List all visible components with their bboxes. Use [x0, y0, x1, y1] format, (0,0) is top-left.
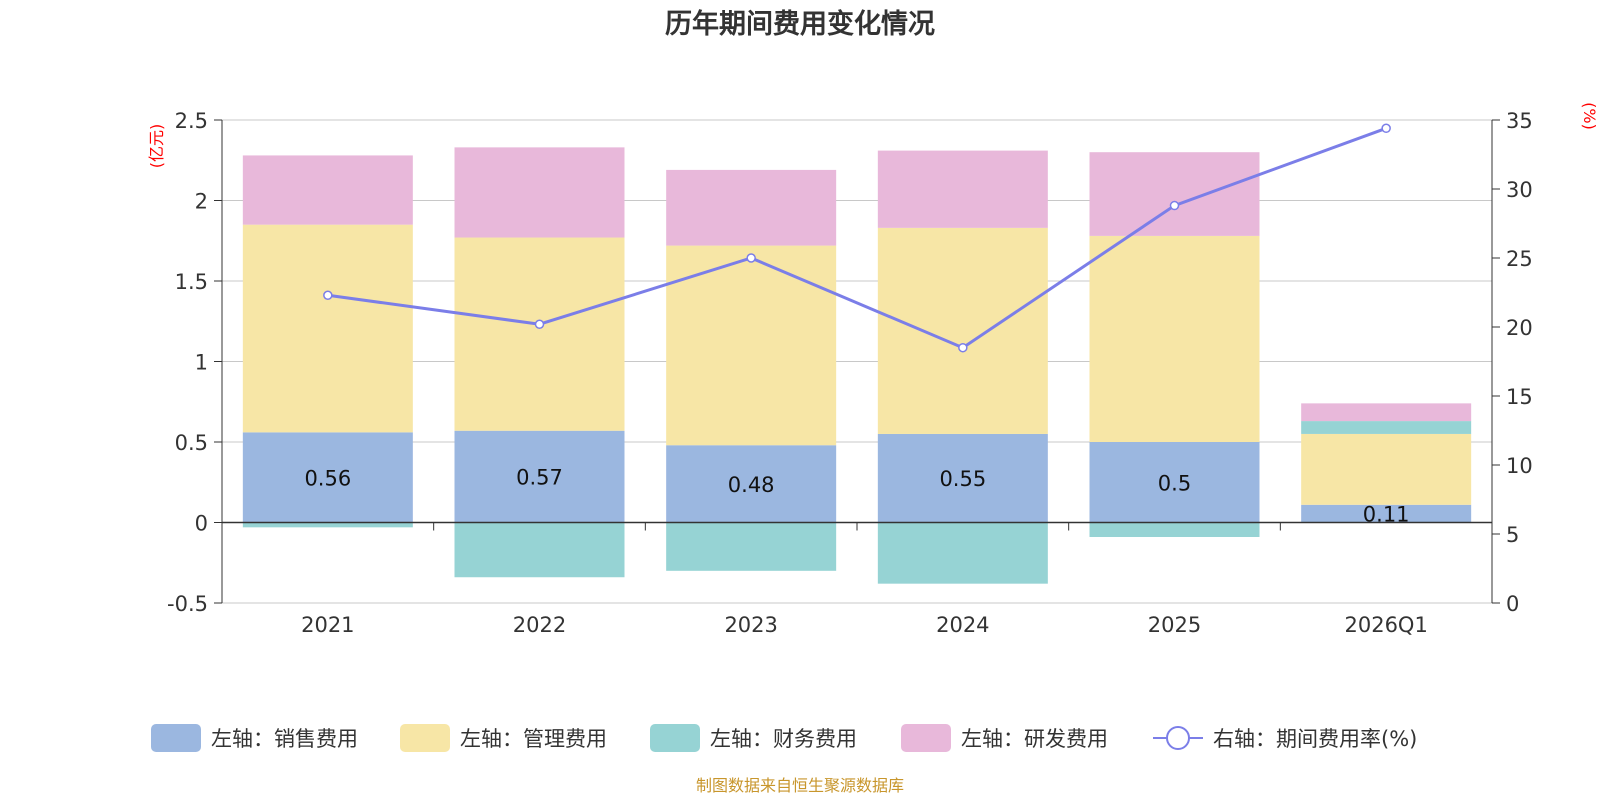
bar-admin-2022 — [454, 237, 625, 431]
bar-finance-2021 — [242, 522, 413, 528]
bar-rnd-2023 — [666, 169, 837, 246]
bar-value-label: 0.48 — [728, 473, 775, 497]
bars — [242, 147, 1472, 584]
bar-value-label: 0.56 — [304, 466, 351, 490]
bar-rnd-2026Q1 — [1301, 403, 1472, 422]
bar-sales-2026Q1 — [1301, 504, 1472, 523]
bar-value-label: 0.11 — [1363, 503, 1410, 527]
right-tick-label: 15 — [1506, 385, 1533, 409]
bar-labels: 0.56 0.57 0.48 0.55 0.5 0.11 — [304, 466, 1409, 527]
rate-point-2026Q1 — [1381, 123, 1391, 134]
left-tick-label: 1 — [195, 351, 208, 375]
rate-point-2023 — [746, 253, 756, 263]
right-tick-label: 25 — [1506, 247, 1533, 271]
left-tick-label: 2.5 — [175, 109, 208, 133]
bar-rnd-2022 — [454, 147, 625, 238]
bar-rnd-2024 — [877, 150, 1048, 228]
left-tick-label: 2 — [195, 190, 208, 214]
right-tick-label: 35 — [1506, 109, 1533, 133]
bar-admin-2026Q1 — [1301, 433, 1472, 505]
bar-sales-2021 — [242, 432, 413, 523]
bar-sales-2023 — [666, 445, 837, 523]
legend-swatch-sales — [151, 724, 201, 752]
category-label: 2021 — [301, 613, 354, 637]
right-tick-label: 5 — [1506, 523, 1519, 547]
source-note: 制图数据来自恒生聚源数据库 — [696, 776, 904, 795]
category-label: 2025 — [1148, 613, 1201, 637]
category-label: 2026Q1 — [1344, 613, 1427, 637]
bar-value-label: 0.57 — [516, 466, 563, 490]
legend-swatch-rnd — [901, 724, 951, 752]
bar-value-label: 0.5 — [1158, 471, 1191, 495]
bar-finance-2025 — [1089, 522, 1260, 537]
rate-point-2021 — [323, 290, 333, 301]
rate-point-2022 — [534, 319, 545, 329]
legend-label: 左轴：管理费用 — [460, 727, 607, 751]
rate-line-path — [327, 126, 1387, 350]
bar-rnd-2021 — [242, 155, 413, 225]
bar-admin-2024 — [877, 227, 1048, 434]
right-axis-unit: (%) — [1580, 102, 1599, 130]
category-label: 2022 — [513, 613, 566, 637]
bar-finance-2022 — [454, 522, 625, 578]
right-tick-label: 30 — [1506, 178, 1533, 202]
right-tick-label: 20 — [1506, 316, 1533, 340]
chart-title: 历年期间费用变化情况 — [665, 8, 935, 40]
bar-admin-2025 — [1089, 235, 1260, 442]
bar-sales-2022 — [454, 430, 625, 523]
bar-finance-2026Q1 — [1301, 421, 1472, 434]
right-tick-label: 0 — [1506, 592, 1519, 616]
rate-point-2024 — [958, 342, 968, 353]
category-label: 2023 — [724, 613, 777, 637]
left-tick-label: 1.5 — [175, 270, 208, 294]
bar-sales-2024 — [877, 433, 1048, 523]
legend-label: 左轴：研发费用 — [961, 727, 1108, 751]
legend-label: 左轴：财务费用 — [710, 727, 857, 751]
bar-sales-2025 — [1089, 442, 1260, 523]
legend: 左轴：销售费用 左轴：管理费用 左轴：财务费用 左轴：研发费用 右轴：期间费用率(%) — [151, 724, 1417, 752]
bar-admin-2021 — [242, 224, 413, 433]
bar-rnd-2025 — [1089, 152, 1260, 236]
right-tick-label: 10 — [1506, 454, 1533, 478]
bar-value-label: 0.55 — [939, 467, 986, 491]
rate-point-2025 — [1169, 200, 1180, 211]
bar-finance-2023 — [666, 522, 837, 571]
left-axis-unit: (亿元) — [147, 124, 166, 169]
axes: 2.5 2 1.5 1 0.5 0 -0.5 35 30 25 20 15 10 5 0 2021 2022 20… — [167, 109, 1533, 637]
legend-swatch-admin — [400, 724, 450, 752]
left-tick-label: 0.5 — [175, 431, 208, 455]
legend-label: 右轴：期间费用率(%) — [1213, 727, 1417, 751]
left-tick-label: 0 — [195, 512, 208, 536]
bar-finance-2024 — [877, 522, 1048, 584]
legend-label: 左轴：销售费用 — [211, 727, 358, 751]
left-tick-label: -0.5 — [167, 592, 208, 616]
bar-admin-2023 — [666, 245, 837, 446]
category-label: 2024 — [936, 613, 989, 637]
legend-circle-icon — [1166, 726, 1190, 750]
rate-line — [323, 123, 1391, 353]
legend-swatch-finance — [650, 724, 700, 752]
